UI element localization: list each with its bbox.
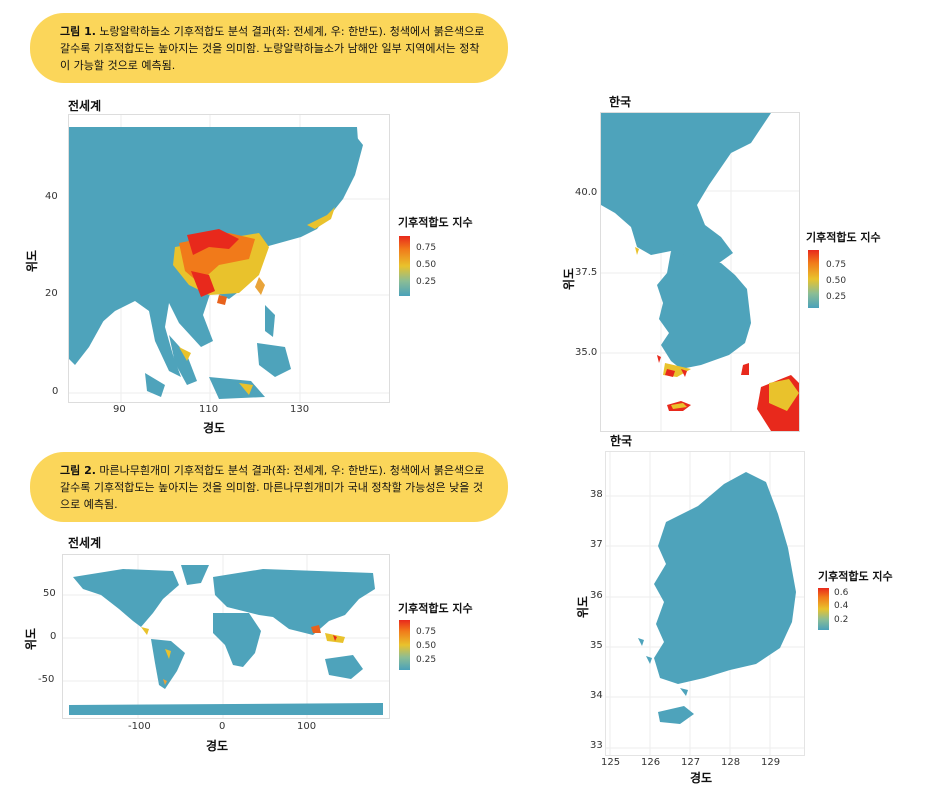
chart4-xtick-125: 125 (601, 757, 621, 768)
chart4-ytick-38: 38 (590, 489, 603, 500)
chart1-legend-tick-025: 0.25 (416, 277, 437, 287)
chart1-plot (68, 114, 390, 403)
chart3-legend-tick-025: 0.25 (416, 655, 437, 665)
chart4-title: 한국 (610, 434, 633, 448)
chart1-legend-bar (399, 236, 410, 296)
chart1-legend-tick-075: 0.75 (416, 243, 437, 253)
figure1-caption-text: 노랑알락하늘소 기후적합도 분석 결과(좌: 전세계, 우: 한반도). 청색에… (60, 25, 485, 72)
figure1-caption-label: 그림 1. (60, 25, 96, 38)
chart1-legend-tick-050: 0.50 (416, 260, 437, 270)
chart2-ytick-375: 37.5 (575, 267, 598, 278)
chart2-legend-tick-025: 0.25 (826, 292, 847, 302)
chart3-legend-title: 기후적합도 지수 (398, 602, 473, 615)
chart3-xtick-neg100: -100 (128, 721, 151, 732)
chart4-xlabel: 경도 (690, 771, 713, 785)
chart4-map (606, 452, 804, 755)
chart1-xtick-90: 90 (113, 404, 126, 415)
chart1-map (69, 115, 389, 402)
figure1-caption: 그림 1. 노랑알락하늘소 기후적합도 분석 결과(좌: 전세계, 우: 한반도… (30, 13, 508, 83)
figure2-caption-text: 마른나무흰개미 기후적합도 분석 결과(좌: 전세계, 우: 한반도). 청색에… (60, 464, 485, 511)
chart3-ytick-50: 50 (43, 588, 56, 599)
chart4-legend-tick-06: 0.6 (834, 588, 849, 598)
chart4-legend-tick-04: 0.4 (834, 601, 849, 611)
chart4-ytick-34: 34 (590, 690, 603, 701)
chart2-title: 한국 (609, 95, 632, 109)
chart1-xtick-130: 130 (290, 404, 310, 415)
chart4-ytick-35: 35 (590, 640, 603, 651)
chart4-ytick-37: 37 (590, 539, 603, 550)
chart3-plot (62, 554, 390, 719)
chart3-ytick-0: 0 (50, 631, 57, 642)
figure2-caption-label: 그림 2. (60, 464, 96, 477)
chart4-legend-tick-02: 0.2 (834, 615, 849, 625)
chart2-legend-title: 기후적합도 지수 (806, 231, 881, 244)
chart4-xtick-127: 127 (681, 757, 701, 768)
chart3-xtick-100: 100 (297, 721, 317, 732)
chart3-title: 전세계 (68, 536, 102, 550)
chart3-legend-bar (399, 620, 410, 670)
chart4-legend-title: 기후적합도 지수 (818, 570, 893, 583)
chart4-xtick-129: 129 (761, 757, 781, 768)
chart1-title: 전세계 (68, 99, 102, 113)
chart4-ytick-36: 36 (590, 590, 603, 601)
figure2-caption: 그림 2. 마른나무흰개미 기후적합도 분석 결과(좌: 전세계, 우: 한반도… (30, 452, 508, 522)
chart2-ylabel: 위도 (562, 267, 576, 290)
chart1-legend-title: 기후적합도 지수 (398, 216, 473, 229)
chart1-ytick-20: 20 (45, 288, 58, 299)
chart1-ylabel: 위도 (25, 249, 39, 272)
chart2-ytick-400: 40.0 (575, 187, 598, 198)
chart4-ytick-33: 33 (590, 740, 603, 751)
chart2-legend-tick-075: 0.75 (826, 260, 847, 270)
chart2-ytick-350: 35.0 (575, 347, 598, 358)
chart3-legend-tick-050: 0.50 (416, 641, 437, 651)
chart3-map (63, 555, 389, 718)
chart4-legend-bar (818, 588, 829, 630)
chart1-xtick-110: 110 (199, 404, 219, 415)
chart3-legend-tick-075: 0.75 (416, 627, 437, 637)
chart3-xtick-0: 0 (219, 721, 226, 732)
chart3-xlabel: 경도 (206, 739, 229, 753)
chart2-legend-tick-050: 0.50 (826, 276, 847, 286)
chart1-xlabel: 경도 (203, 421, 226, 435)
chart1-ytick-0: 0 (52, 386, 59, 397)
chart4-plot (605, 451, 805, 756)
chart2-map (601, 113, 799, 431)
chart2-legend-bar (808, 250, 819, 308)
chart4-xtick-128: 128 (721, 757, 741, 768)
chart3-ylabel: 위도 (24, 627, 38, 650)
chart1-ytick-40: 40 (45, 191, 58, 202)
chart3-ytick-neg50: -50 (38, 674, 55, 685)
chart2-plot (600, 112, 800, 432)
chart4-xtick-126: 126 (641, 757, 661, 768)
chart4-ylabel: 위도 (576, 595, 590, 618)
